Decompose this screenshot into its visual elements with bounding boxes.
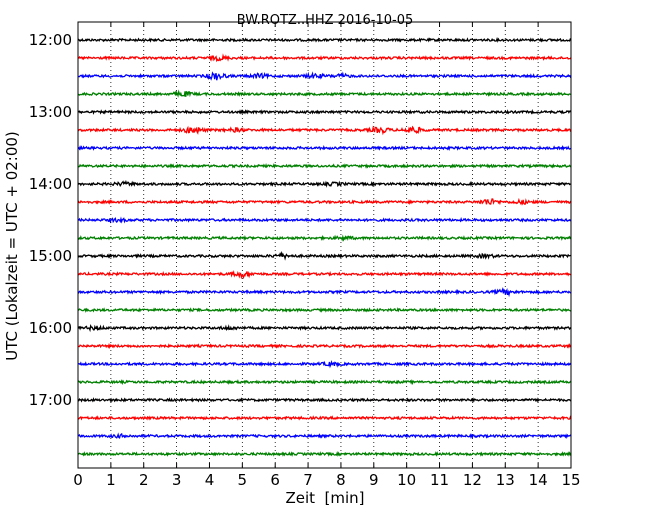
x-tick-label: 10 [397, 471, 416, 489]
seismic-trace [77, 287, 572, 298]
seismic-trace [77, 250, 572, 261]
seismic-trace [77, 197, 572, 206]
seismic-trace [77, 216, 572, 224]
y-tick-label: 17:00 [29, 391, 72, 409]
trace-group [77, 36, 572, 457]
seismic-trace [77, 109, 572, 115]
seismic-trace [77, 89, 572, 98]
chart-title: BW.ROTZ..HHZ 2016-10-05 [237, 13, 413, 28]
y-tick-label: 12:00 [29, 31, 72, 49]
x-tick-label: 2 [139, 471, 149, 489]
x-tick-label: 12 [463, 471, 482, 489]
y-axis: 12:00 13:00 14:00 15:00 16:00 17:00 [29, 31, 83, 409]
y-tick-label: 14:00 [29, 175, 72, 193]
seismic-trace [78, 307, 572, 313]
x-tick-label: 11 [430, 471, 449, 489]
y-tick-label: 16:00 [29, 319, 72, 337]
seismic-trace [77, 342, 572, 350]
x-tick-label: 4 [205, 471, 215, 489]
seismic-trace [77, 125, 572, 136]
seismic-trace [77, 234, 572, 242]
y-tick-label: 15:00 [29, 247, 72, 265]
seismic-trace [77, 53, 572, 63]
x-tick-label: 0 [73, 471, 83, 489]
x-tick-label: 15 [561, 471, 580, 489]
seismic-trace [77, 36, 572, 43]
x-tick-label: 13 [496, 471, 515, 489]
seismic-trace [77, 270, 572, 280]
seismic-trace [77, 145, 572, 152]
x-axis: 0 1 2 3 4 5 6 7 8 9 10 11 12 13 14 15 [73, 22, 581, 489]
seismic-trace [77, 451, 572, 457]
x-tick-label: 3 [172, 471, 182, 489]
x-tick-label: 5 [238, 471, 248, 489]
x-tick-label: 6 [270, 471, 280, 489]
x-tick-label: 8 [336, 471, 346, 489]
plot-frame [77, 21, 572, 469]
x-tick-label: 7 [303, 471, 313, 489]
y-axis-label: UTC (Lokalzeit = UTC + 02:00) [3, 131, 21, 361]
seismic-trace [77, 71, 572, 81]
seismic-trace [77, 397, 572, 403]
seismic-trace [77, 415, 572, 421]
seismic-trace [77, 162, 572, 170]
x-axis-label: Zeit [min] [285, 489, 364, 507]
x-tick-label: 14 [529, 471, 548, 489]
seismic-trace [77, 360, 572, 369]
seismic-trace [77, 378, 572, 386]
x-tick-label: 9 [369, 471, 379, 489]
x-tick-label: 1 [106, 471, 116, 489]
seismic-trace [77, 179, 572, 188]
seismic-trace [77, 432, 572, 439]
seismic-trace [77, 324, 572, 333]
y-tick-label: 13:00 [29, 103, 72, 121]
